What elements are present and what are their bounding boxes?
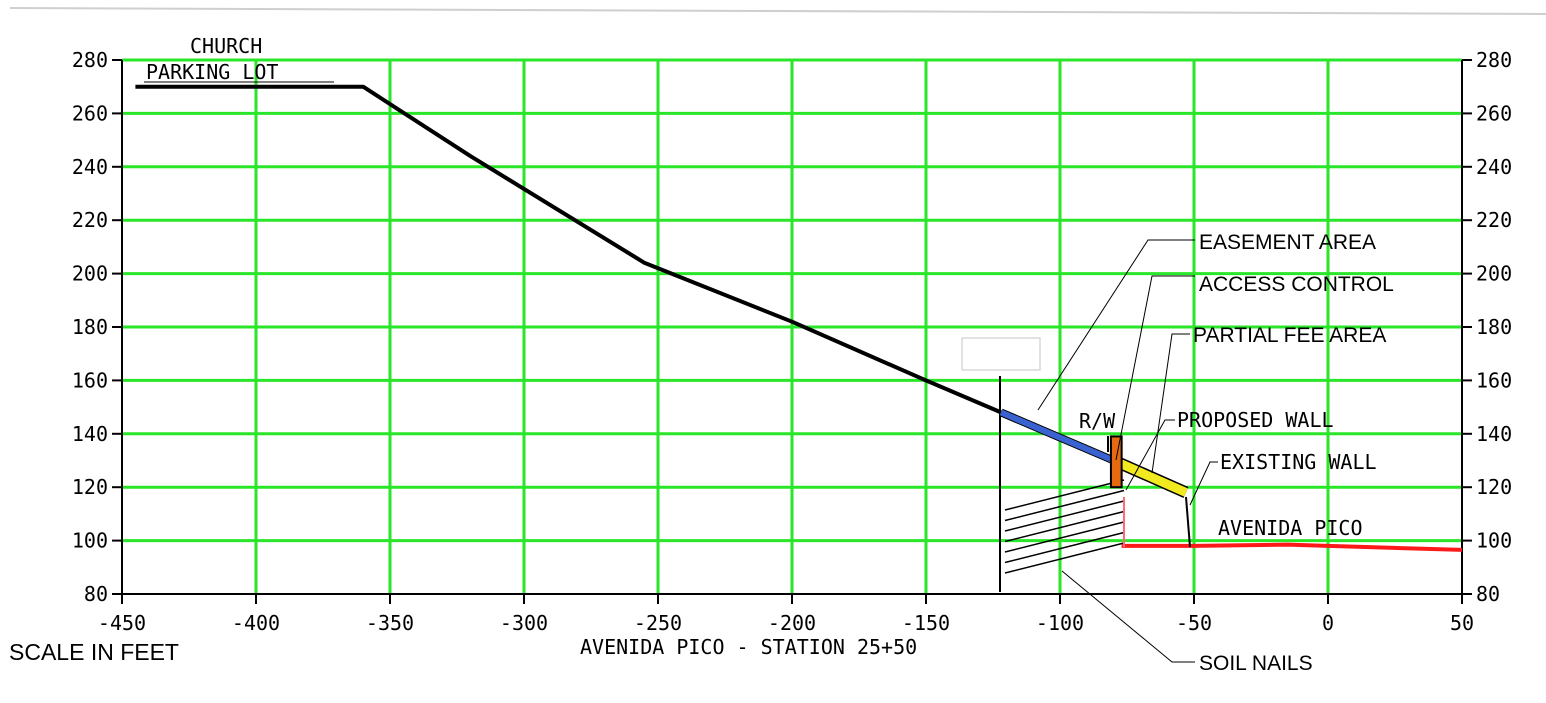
y-tick-label-right: 200 [1476,262,1512,286]
x-axis-title: AVENIDA PICO - STATION 25+50 [580,635,917,659]
y-tick-label-right: 100 [1476,529,1512,553]
x-tick-label: -150 [902,611,950,635]
y-tick-label-left: 260 [72,101,108,125]
y-tick-label-right: 180 [1476,315,1512,339]
soil-nail [1004,500,1125,532]
y-tick-label-right: 280 [1476,48,1512,72]
x-tick-label: -350 [366,611,414,635]
soil-nail [1004,510,1125,543]
soil-nail [1004,531,1125,564]
x-tick-label: -400 [232,611,280,635]
soil-nails-leader [1061,570,1195,663]
x-tick-label: -450 [98,611,146,635]
y-tick-label-left: 100 [72,529,108,553]
x-tick-label: -300 [500,611,548,635]
avenida-pico-label: AVENIDA PICO [1218,516,1363,540]
soil-nail [1004,489,1125,522]
y-tick-label-left: 240 [72,155,108,179]
parking-lot-label: PARKING LOT [146,60,278,84]
y-tick-label-right: 240 [1476,155,1512,179]
access-control-leader [1115,275,1195,461]
blank-label-box [961,337,1041,371]
soil-nail [1004,521,1125,553]
proposed-wall-label: PROPOSED WALL [1177,408,1334,432]
soil-nail [1004,542,1125,574]
x-axis: -450 -400 -350 -300 -250 -200 -150 -100 -50 0 50 [98,594,1474,635]
access-control-bar [1109,435,1123,489]
proposed-wall-leader [1125,419,1175,491]
partial-fee-area-label: PARTIAL FEE AREA [1193,324,1386,347]
y-tick-label-right: 140 [1476,422,1512,446]
y-tick-label-right: 260 [1476,101,1512,125]
access-control-label: ACCESS CONTROL [1199,273,1394,296]
series-line-partial_fee [1111,456,1188,497]
y-tick-label-left: 220 [72,208,108,232]
existing-wall-label: EXISTING WALL [1220,450,1377,474]
rw-label: R/W [1079,409,1116,433]
series-line-road [1121,542,1463,552]
scale-label: SCALE IN FEET [9,639,179,665]
y-tick-label-left: 280 [72,48,108,72]
y-tick-label-left: 180 [72,315,108,339]
series-group [135,84,1463,552]
series-line-easement [999,409,1115,464]
easement-leader [1037,239,1195,411]
soil-nails-label: SOIL NAILS [1199,652,1313,675]
y-tick-label-left: 200 [72,262,108,286]
x-tick-label: -200 [768,611,816,635]
x-tick-label: -100 [1036,611,1084,635]
y-tick-label-right: 160 [1476,368,1512,392]
existing-wall-leader [1189,461,1218,506]
top-border [9,7,1546,15]
series-line-ground [135,84,1002,415]
y-tick-label-left: 140 [72,422,108,446]
x-tick-label: -50 [1176,611,1212,635]
soil-nails-hatch [1004,479,1125,574]
church-label: CHURCH [190,34,262,58]
y-tick-label-left: 120 [72,475,108,499]
y-tick-label-right: 220 [1476,208,1512,232]
y-tick-label-right: 80 [1476,582,1500,606]
easement-area-label: EASEMENT AREA [1199,231,1376,254]
y-tick-label-left: 160 [72,368,108,392]
soil-nail [1004,479,1125,511]
grid [122,58,1462,594]
y-tick-label-right: 120 [1476,475,1512,499]
partial-fee-leader [1151,333,1190,474]
y-tick-label-left: 80 [84,582,108,606]
y-axis-right: 80 100 120 140 160 180 200 220 240 260 280 [1462,48,1512,606]
existing-wall-mark [1185,496,1191,548]
x-tick-label: 0 [1322,611,1334,635]
x-tick-label: -250 [634,611,682,635]
y-axis-left: 80 100 120 140 160 180 200 220 240 260 280 [72,48,122,606]
x-tick-label: 50 [1450,611,1474,635]
